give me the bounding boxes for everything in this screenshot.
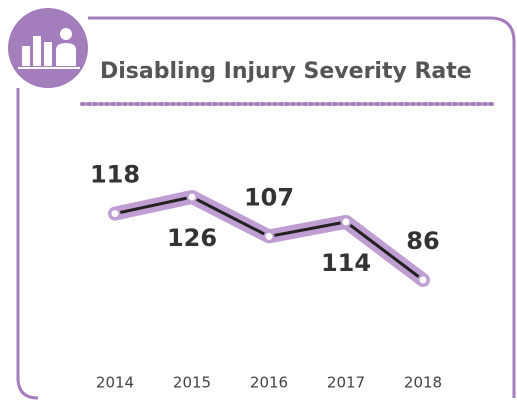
x-tick-label: 2017 xyxy=(327,374,365,392)
point-marker xyxy=(109,208,121,220)
x-tick-label: 2014 xyxy=(96,374,134,392)
data-label: 107 xyxy=(244,183,294,211)
data-label: 126 xyxy=(167,224,217,252)
point-marker xyxy=(186,191,198,203)
x-tick-label: 2016 xyxy=(250,374,288,392)
chart-title: Disabling Injury Severity Rate xyxy=(100,59,472,84)
data-label: 118 xyxy=(90,161,140,189)
data-label: 114 xyxy=(321,249,371,277)
point-marker xyxy=(417,274,429,286)
point-marker xyxy=(263,230,275,242)
card-frame xyxy=(16,16,516,400)
point-marker xyxy=(340,216,352,228)
data-label: 86 xyxy=(406,227,439,255)
x-tick-label: 2015 xyxy=(173,374,211,392)
x-tick-label: 2018 xyxy=(404,374,442,392)
header-icon xyxy=(8,8,88,88)
